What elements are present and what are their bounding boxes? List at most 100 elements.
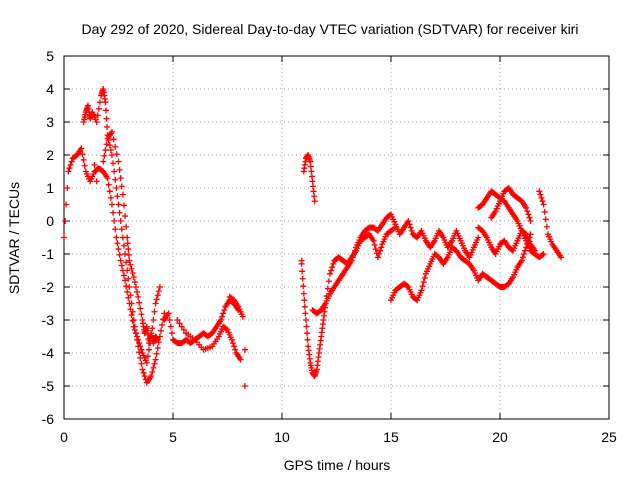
data-point bbox=[392, 224, 399, 231]
data-point bbox=[523, 204, 530, 211]
outlier-point bbox=[241, 383, 248, 389]
data-point bbox=[376, 251, 383, 257]
data-point bbox=[125, 251, 132, 258]
data-point bbox=[159, 321, 166, 328]
data-point bbox=[539, 251, 546, 258]
y-tick-label: 2 bbox=[46, 147, 54, 163]
data-point bbox=[522, 247, 529, 254]
data-point bbox=[110, 209, 117, 216]
data-point bbox=[154, 292, 161, 299]
data-point bbox=[329, 264, 336, 271]
data-point bbox=[93, 119, 100, 125]
data-point bbox=[153, 296, 160, 303]
data-point bbox=[107, 147, 114, 154]
x-axis-label: GPS time / hours bbox=[284, 457, 391, 473]
data-point bbox=[118, 262, 125, 269]
data-point bbox=[128, 300, 135, 307]
y-tick-label: -3 bbox=[42, 312, 55, 328]
y-tick-label: -2 bbox=[42, 279, 55, 295]
data-point bbox=[105, 181, 112, 188]
track-7 bbox=[300, 152, 318, 205]
data-point bbox=[154, 336, 161, 343]
track-9 bbox=[309, 224, 399, 317]
x-tick-label: 25 bbox=[601, 429, 617, 445]
data-point bbox=[129, 308, 136, 315]
data-point bbox=[543, 223, 550, 230]
x-tick-label: 10 bbox=[274, 429, 290, 445]
track-5 bbox=[174, 317, 244, 363]
x-tick-label: 5 bbox=[169, 429, 177, 445]
outlier-point bbox=[241, 346, 248, 353]
data-point bbox=[130, 274, 137, 281]
data-point bbox=[325, 278, 332, 285]
y-tick-label: -4 bbox=[42, 345, 55, 361]
data-point bbox=[221, 307, 228, 314]
data-point bbox=[168, 330, 175, 337]
data-point bbox=[537, 191, 544, 198]
data-point bbox=[114, 240, 121, 247]
data-point bbox=[542, 216, 549, 223]
data-point bbox=[136, 299, 143, 306]
data-point bbox=[527, 218, 534, 224]
data-point bbox=[149, 368, 156, 375]
data-point bbox=[178, 323, 185, 330]
data-point bbox=[129, 317, 136, 324]
data-point bbox=[324, 285, 331, 292]
data-point bbox=[117, 218, 124, 224]
data-point bbox=[140, 369, 147, 376]
data-point bbox=[132, 330, 139, 337]
track-3 bbox=[100, 128, 161, 347]
data-point bbox=[124, 267, 131, 274]
data-point bbox=[100, 158, 107, 165]
y-tick-label: -5 bbox=[42, 378, 55, 394]
data-point bbox=[239, 313, 246, 320]
data-point bbox=[106, 188, 113, 195]
data-point bbox=[408, 227, 415, 234]
data-point bbox=[323, 293, 330, 300]
data-point bbox=[404, 283, 411, 290]
data-point bbox=[137, 305, 144, 312]
data-point bbox=[79, 151, 86, 158]
track-11 bbox=[475, 188, 547, 261]
data-point bbox=[110, 136, 117, 143]
data-point bbox=[391, 225, 398, 232]
data-point bbox=[122, 277, 129, 284]
data-markers bbox=[61, 86, 565, 389]
data-point bbox=[150, 317, 157, 323]
data-point bbox=[232, 346, 239, 353]
track-13 bbox=[475, 224, 538, 257]
track-6 bbox=[226, 293, 246, 320]
data-point bbox=[114, 193, 121, 200]
data-point bbox=[155, 288, 162, 295]
data-point bbox=[518, 257, 525, 264]
data-point bbox=[96, 99, 103, 106]
data-point bbox=[322, 300, 329, 307]
y-tick-label: 1 bbox=[46, 180, 54, 196]
data-point bbox=[135, 343, 142, 350]
x-tick-label: 0 bbox=[60, 429, 68, 445]
data-point bbox=[152, 300, 159, 307]
data-point bbox=[111, 168, 118, 175]
data-point bbox=[146, 346, 153, 353]
data-point bbox=[120, 202, 127, 209]
data-point bbox=[525, 211, 532, 218]
data-point bbox=[165, 310, 172, 317]
data-point bbox=[115, 201, 122, 208]
data-point bbox=[103, 115, 110, 122]
outlier-point bbox=[93, 178, 100, 185]
data-point bbox=[138, 360, 145, 367]
data-point bbox=[65, 168, 72, 175]
data-point bbox=[134, 288, 141, 295]
data-point bbox=[540, 251, 547, 257]
data-point bbox=[153, 350, 160, 357]
outlier-point bbox=[298, 257, 305, 264]
data-point bbox=[118, 183, 125, 190]
data-point bbox=[110, 160, 117, 167]
y-tick-label: 4 bbox=[46, 81, 54, 97]
x-tick-label: 20 bbox=[492, 429, 508, 445]
data-point bbox=[176, 320, 183, 327]
data-point bbox=[112, 143, 119, 150]
data-point bbox=[80, 156, 87, 163]
chart-title: Day 292 of 2020, Sidereal Day-to-day VTE… bbox=[82, 21, 579, 37]
data-point bbox=[108, 201, 115, 208]
